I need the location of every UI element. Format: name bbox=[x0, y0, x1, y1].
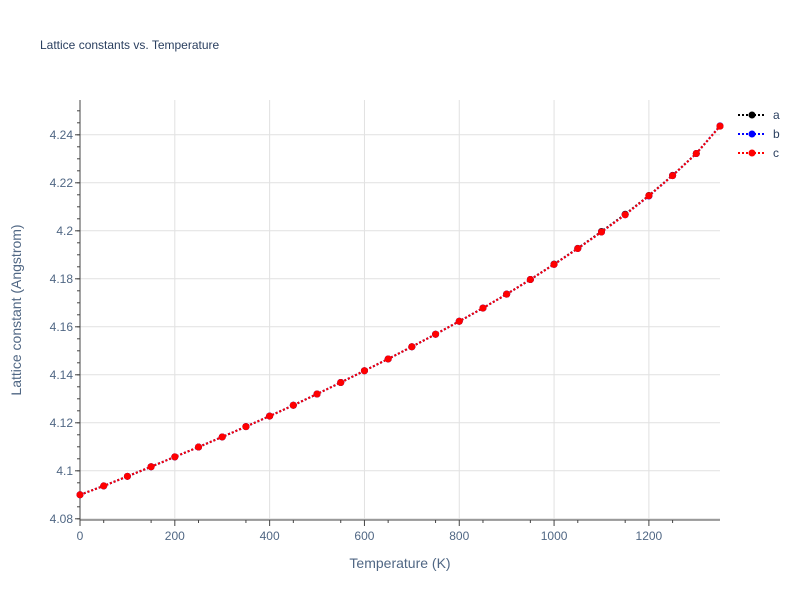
x-tick-label: 1000 bbox=[541, 529, 568, 543]
legend-label: c bbox=[773, 146, 779, 160]
chart-title: Lattice constants vs. Temperature bbox=[40, 38, 220, 52]
data-point-c bbox=[218, 433, 226, 441]
data-point-c bbox=[503, 290, 511, 298]
y-tick-label: 4.18 bbox=[50, 272, 74, 286]
data-point-c bbox=[171, 453, 179, 461]
data-point-c bbox=[455, 317, 463, 325]
data-point-c bbox=[76, 491, 84, 499]
data-point-c bbox=[100, 482, 108, 490]
data-point-c bbox=[716, 122, 724, 130]
y-axis-title: Lattice constant (Angstrom) bbox=[8, 224, 24, 395]
x-tick-label: 800 bbox=[449, 529, 469, 543]
y-tick-label: 4.2 bbox=[56, 224, 73, 238]
data-point-c bbox=[266, 412, 274, 420]
series-line-a bbox=[79, 125, 721, 496]
data-point-c bbox=[123, 472, 131, 480]
x-axis-title: Temperature (K) bbox=[349, 555, 450, 571]
legend-item-b[interactable]: b bbox=[738, 127, 780, 141]
series-b bbox=[76, 122, 724, 499]
data-point-c bbox=[384, 355, 392, 363]
data-point-c bbox=[621, 211, 629, 219]
legend-item-c[interactable]: c bbox=[738, 146, 779, 160]
series-line-b bbox=[79, 125, 721, 496]
series-a bbox=[76, 122, 724, 499]
data-point-c bbox=[408, 343, 416, 351]
x-tick-label: 400 bbox=[260, 529, 280, 543]
data-point-c bbox=[574, 245, 582, 253]
axes bbox=[75, 100, 720, 526]
y-tick-label: 4.08 bbox=[50, 512, 74, 526]
data-point-c bbox=[645, 192, 653, 200]
y-tick-label: 4.14 bbox=[50, 368, 74, 382]
y-tick-label: 4.22 bbox=[50, 176, 74, 190]
data-point-c bbox=[526, 276, 534, 284]
series-group bbox=[76, 122, 724, 499]
data-point-c bbox=[360, 367, 368, 375]
legend-label: a bbox=[773, 108, 780, 122]
y-tick-label: 4.16 bbox=[50, 320, 74, 334]
data-point-c bbox=[242, 423, 250, 431]
grid-lines bbox=[80, 100, 720, 520]
legend-item-a[interactable]: a bbox=[738, 108, 780, 122]
data-point-c bbox=[147, 463, 155, 471]
y-tick-label: 4.24 bbox=[50, 128, 74, 142]
x-tick-label: 1200 bbox=[636, 529, 663, 543]
data-point-c bbox=[432, 330, 440, 338]
data-point-c bbox=[289, 401, 297, 409]
y-tick-label: 4.12 bbox=[50, 416, 74, 430]
data-point-c bbox=[692, 150, 700, 158]
x-tick-label: 600 bbox=[354, 529, 374, 543]
legend-marker bbox=[748, 111, 756, 119]
data-point-c bbox=[195, 443, 203, 451]
legend-label: b bbox=[773, 127, 780, 141]
legend[interactable]: abc bbox=[738, 108, 780, 160]
series-line-c bbox=[79, 125, 721, 496]
y-tick-label: 4.1 bbox=[56, 464, 73, 478]
x-tick-label: 200 bbox=[165, 529, 185, 543]
series-c bbox=[76, 122, 724, 499]
legend-marker bbox=[748, 149, 756, 157]
data-point-c bbox=[669, 172, 677, 180]
data-point-c bbox=[313, 390, 321, 398]
tick-labels: 0 200 400 600 800 1000 1200 4.08 4.1 4.12 4.14 4.16… bbox=[50, 128, 663, 543]
x-tick-label: 0 bbox=[77, 529, 84, 543]
legend-marker bbox=[748, 130, 756, 138]
data-point-c bbox=[597, 228, 605, 236]
data-point-c bbox=[479, 304, 487, 312]
data-point-c bbox=[550, 260, 558, 268]
data-point-c bbox=[337, 378, 345, 386]
